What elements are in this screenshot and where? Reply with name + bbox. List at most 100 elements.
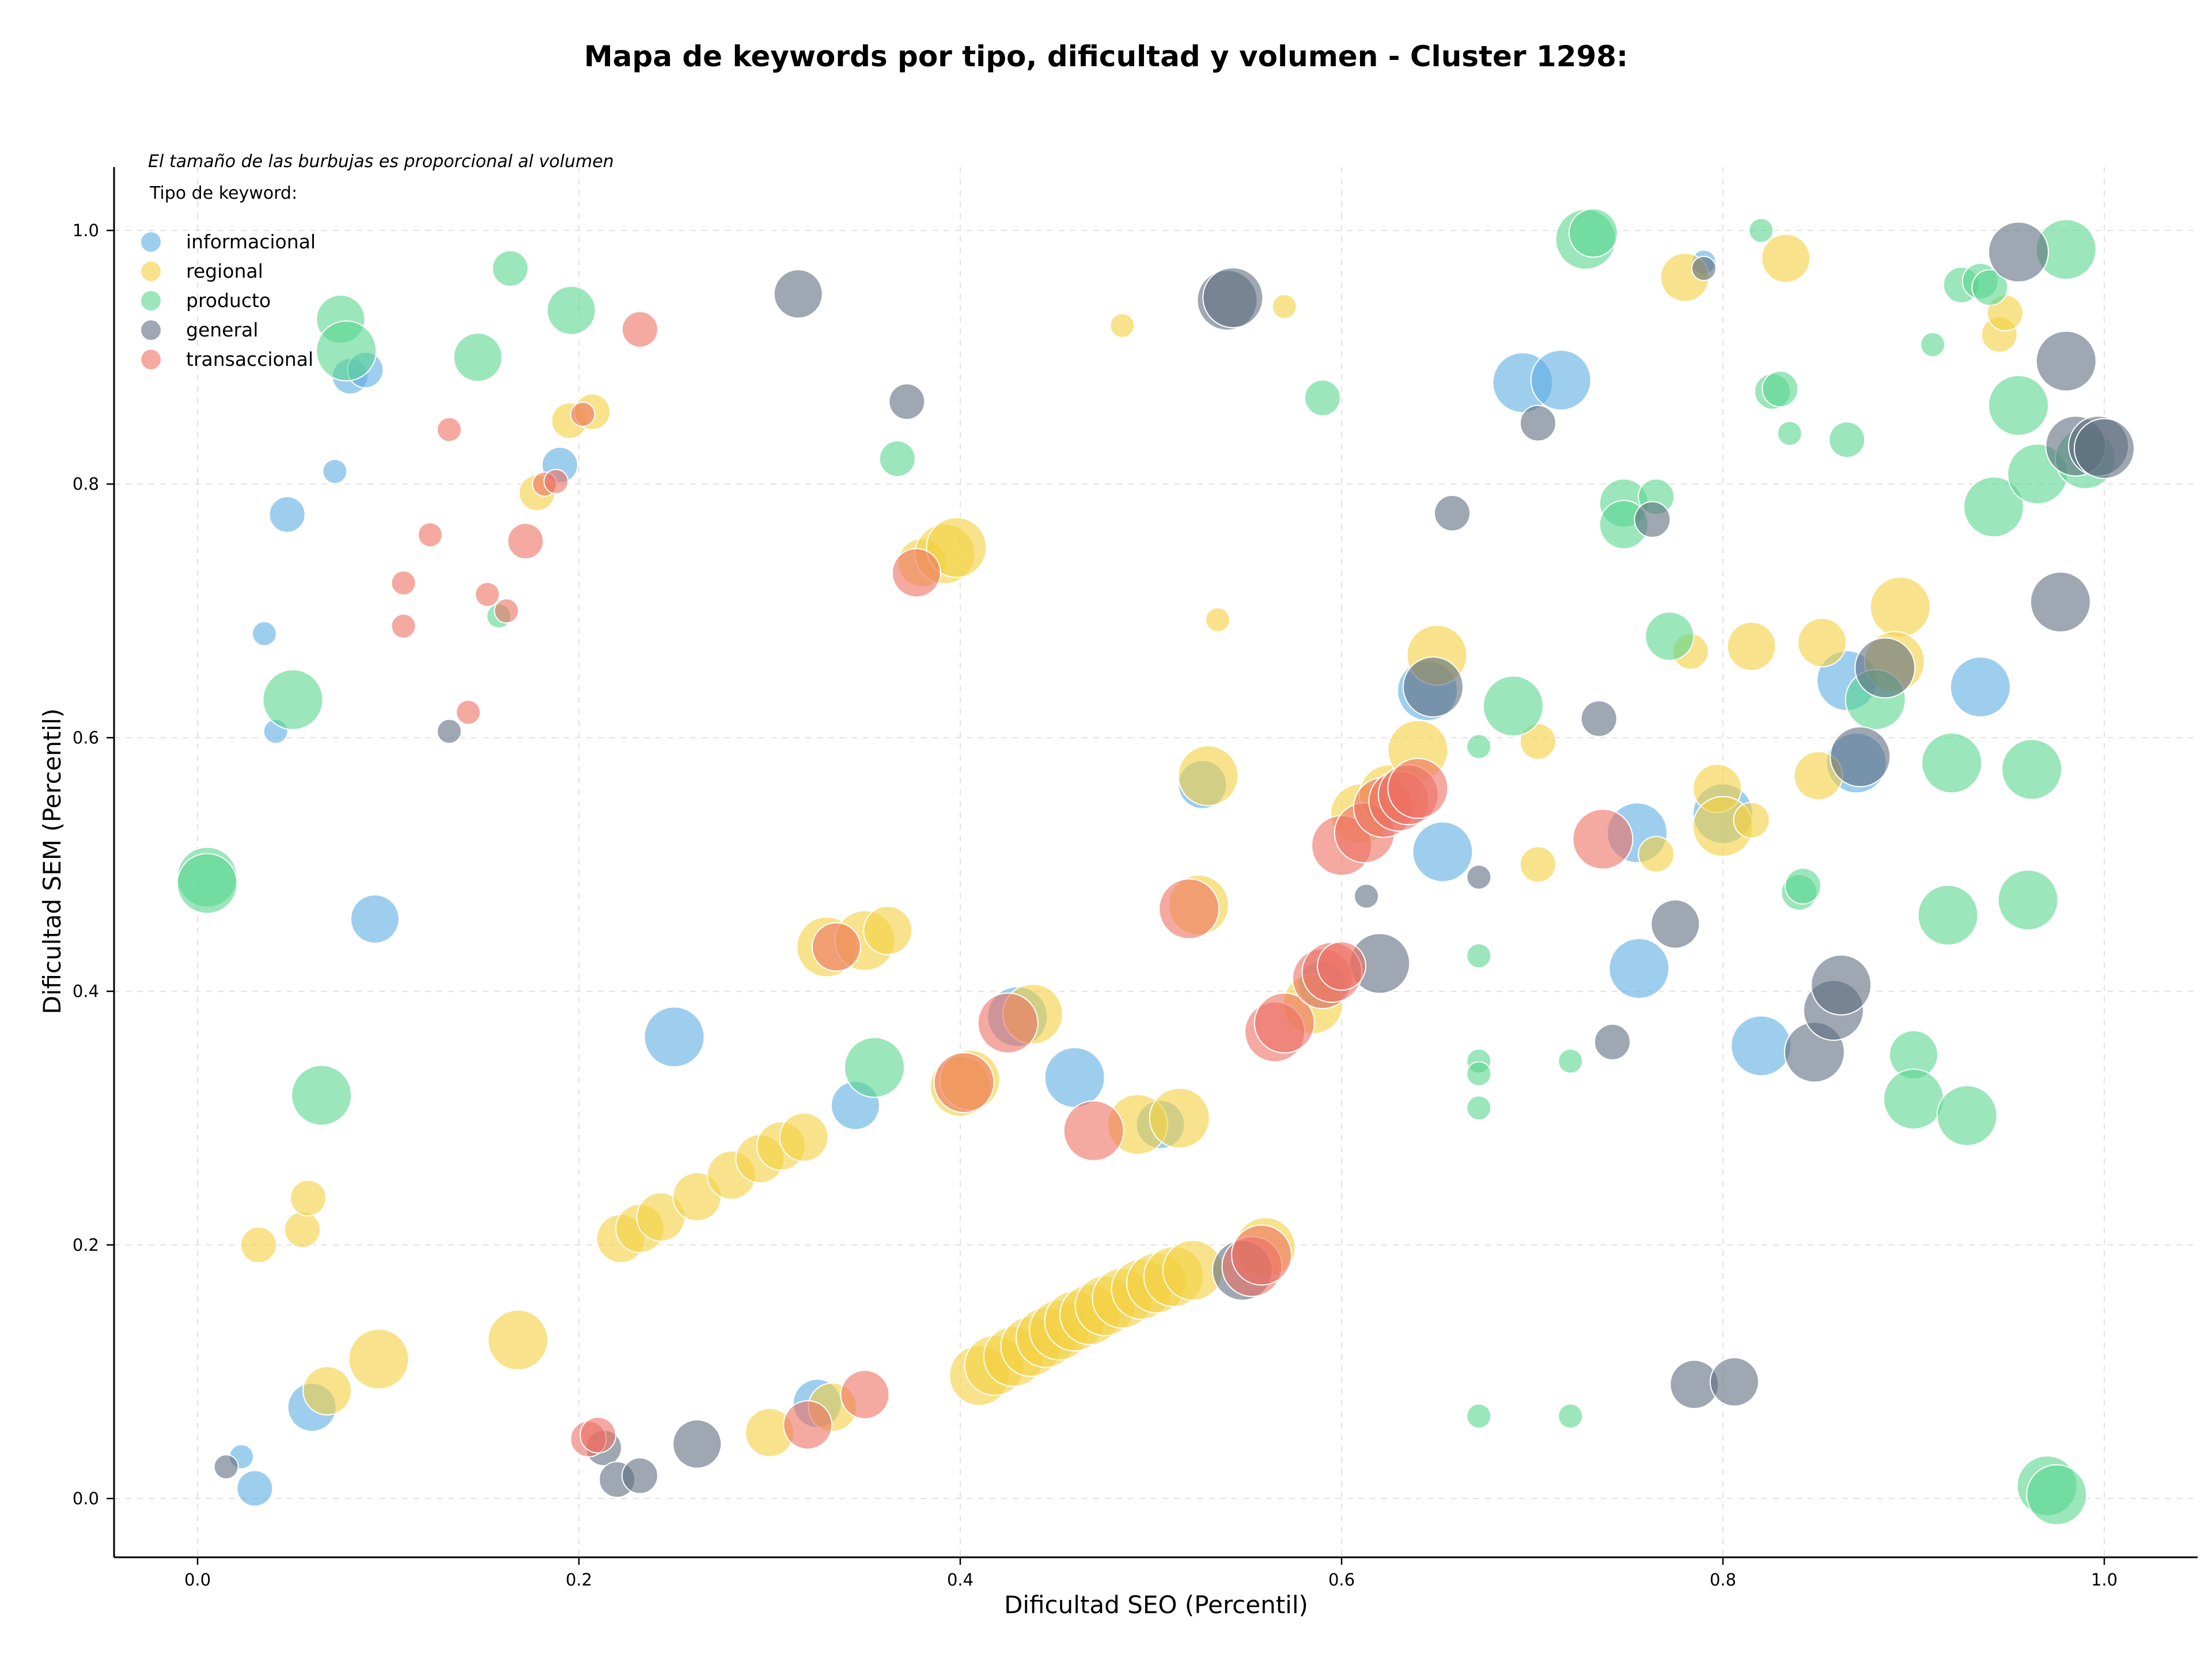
bubble-producto [1762,370,1799,408]
y-tick-label: 1.0 [73,221,99,240]
bubble-general [1650,899,1700,949]
bubble-producto [1920,332,1946,358]
bubble-general [1466,864,1492,890]
x-tick-label: 0.0 [184,1570,211,1590]
x-tick-label: 1.0 [2091,1570,2118,1590]
bubble-general [2029,571,2091,633]
bubble-regional [1205,607,1230,633]
x-axis-label: Dificultad SEO (Percentil) [1004,1591,1308,1619]
bubble-general [672,1419,722,1469]
bubble-regional [240,1226,277,1263]
bubble-regional [1761,233,1811,283]
bubble-transaccional [417,522,443,548]
bubble-informacional [1949,656,2011,718]
bubble-producto [1568,208,1618,258]
legend-marker-general [141,320,161,340]
axes [113,167,2198,1558]
bubble-producto [316,320,377,382]
legend-marker-informacional [141,232,161,252]
bubble-transaccional [891,548,941,598]
bubble-regional [284,1211,321,1248]
bubble-informacional [322,459,348,485]
y-tick-label: 0.8 [73,474,99,494]
bubble-transaccional [1063,1100,1124,1161]
bubble-producto [1748,218,1774,243]
bubble-informacional [1412,821,1474,883]
bubble-producto [1936,1085,1998,1147]
ticks: 0.0 0.2 0.4 0.6 0.8 1.0 0.0 0.2 0.4 0.6 0.8 1.0 [73,221,2118,1590]
legend-marker-transaccional [141,350,161,369]
bubble-regional [1869,576,1931,638]
bubble-producto [1466,1403,1492,1429]
bubble-informacional [350,894,400,944]
bubble-transaccional [977,992,1039,1054]
bubble-regional [1149,1087,1210,1149]
bubble-regional [1177,745,1239,807]
bubble-general [1519,404,1556,442]
bubble-general [1709,1357,1759,1407]
bubble-transaccional [456,699,481,725]
bubble-general [436,718,462,744]
bubble-producto [1997,869,2059,931]
bubble-producto [1785,867,1821,905]
bubble-transaccional [1317,941,1366,991]
bubble-transaccional [391,570,416,596]
bubble-transaccional [1158,878,1220,940]
bubble-transaccional [811,922,861,972]
legend-label-regional: regional [186,260,263,282]
bubble-informacional [1608,938,1670,999]
bubble-producto [1482,675,1544,737]
bubble-transaccional [621,311,658,348]
y-axis-label: Dificultad SEM (Percentil) [38,709,66,1015]
y-tick-label: 0.4 [73,982,99,1001]
bubble-producto [491,250,529,287]
bubble-producto [1466,943,1492,968]
bubble-informacional [643,1006,705,1068]
bubble-general [1580,700,1618,737]
bubble-producto [1304,379,1341,417]
bubble-general [1594,1023,1631,1061]
series-producto [176,208,2116,1526]
bubble-general [2074,418,2135,479]
chart-title: Mapa de keywords por tipo, dificultad y … [584,40,1628,73]
bubble-general [213,1454,239,1480]
bubble-producto [1466,733,1492,759]
bubble-transaccional [840,1369,890,1420]
bubble-informacional [1530,349,1592,411]
bubble-size-note: El tamaño de las burbujas es proporciona… [148,152,614,172]
grid [114,167,2198,1557]
bubble-producto [1988,374,2049,436]
bubble-producto [1828,421,1866,459]
bubble-transaccional [507,523,544,560]
legend-label-transaccional: transaccional [186,348,313,370]
legend-marker-regional [141,262,161,281]
bubble-regional [1271,294,1297,320]
bubble-transaccional [391,613,416,639]
bubble-general [1354,883,1379,909]
bubble-transaccional [933,1052,995,1114]
bubble-regional [863,906,913,955]
bubble-informacional [236,1470,274,1507]
bubble-producto [262,669,324,731]
x-tick-label: 0.6 [1328,1570,1355,1590]
y-tick-label: 0.6 [73,728,99,747]
bubble-transaccional [579,1416,617,1454]
series-transaccional [391,311,1634,1458]
bubble-regional [487,1309,549,1371]
bubble-informacional [1730,1015,1792,1077]
bubble-producto [1921,732,1983,794]
bubble-regional [302,1365,353,1416]
bubble-general [1691,256,1717,281]
bubble-producto [1971,269,2009,306]
bubble-producto [1883,1068,1944,1130]
bubble-producto [844,1036,905,1098]
legend-label-general: general [186,319,258,341]
bubble-producto [1963,476,2024,538]
bubble-transaccional [783,1400,833,1450]
bubble-regional [926,517,987,578]
bubble-regional [1733,801,1770,839]
bubble-producto [1558,1403,1584,1429]
bubble-regional [348,1328,410,1390]
bubble-general [888,383,926,421]
